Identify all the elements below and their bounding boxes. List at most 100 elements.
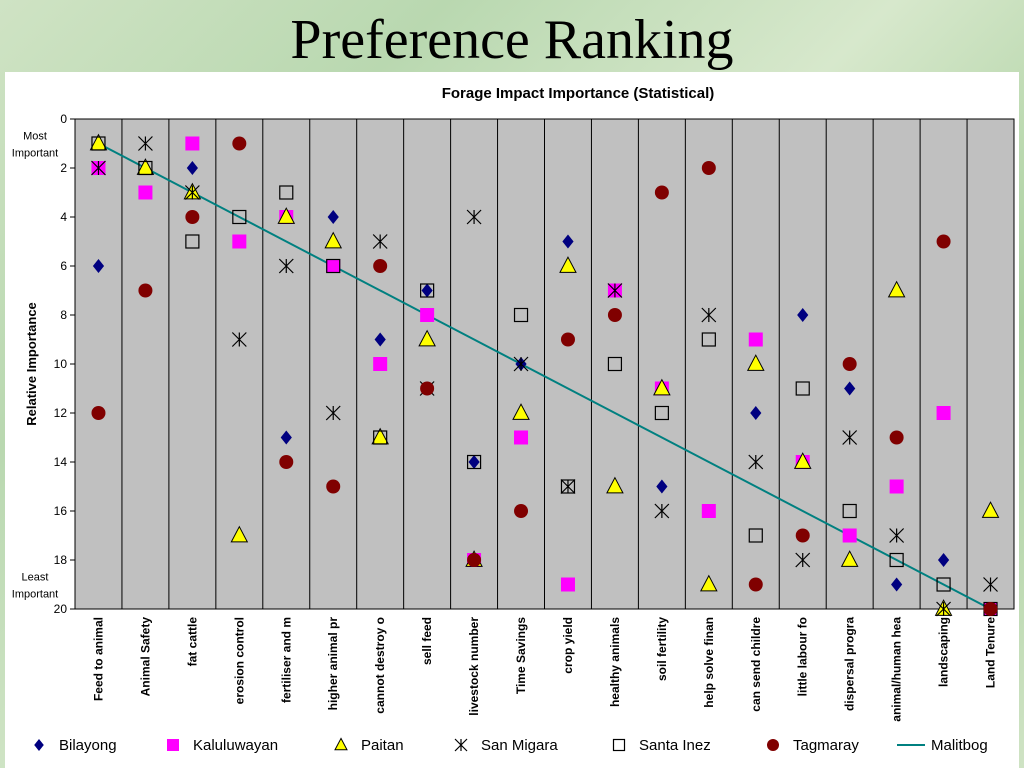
point-paitan bbox=[981, 501, 1000, 518]
point-tagmaray bbox=[983, 602, 998, 616]
point-san-migara bbox=[701, 307, 717, 323]
point-tagmaray bbox=[91, 406, 106, 420]
x-tick-label: Animal Safety bbox=[138, 617, 152, 697]
x-tick-label: landscaping bbox=[937, 617, 951, 687]
x-tick-label: dispersal progra bbox=[843, 617, 857, 711]
point-tagmaray bbox=[795, 528, 810, 543]
point-paitan bbox=[606, 476, 624, 494]
point-san-migara bbox=[748, 454, 764, 470]
legend-marker-tagmaray bbox=[767, 739, 779, 751]
point-san-migara bbox=[607, 283, 623, 298]
legend-marker-kaluluwayan bbox=[167, 739, 179, 751]
y-tick-label: 4 bbox=[60, 210, 67, 224]
x-tick-label: can send childre bbox=[749, 617, 763, 712]
point-bilayong bbox=[891, 577, 903, 592]
legend-marker-paitan bbox=[334, 737, 348, 751]
legend-label-malitbog: Malitbog bbox=[931, 737, 988, 754]
point-bilayong bbox=[421, 283, 433, 298]
x-tick-label: cannot destroy o bbox=[373, 617, 387, 714]
point-kaluluwayan bbox=[889, 479, 904, 494]
point-kaluluwayan bbox=[514, 430, 529, 445]
y-tick-label: 16 bbox=[54, 504, 68, 518]
point-bilayong bbox=[937, 553, 950, 567]
y-tick-label: 8 bbox=[60, 308, 67, 322]
point-santa-inez bbox=[936, 577, 951, 592]
x-tick-label: fat cattle bbox=[185, 617, 199, 667]
plot-area: 0 2 4 6 8 10 12 14 16 18 20 Most Important Least Impor… bbox=[12, 112, 1015, 722]
point-bilayong bbox=[797, 308, 809, 322]
point-santa-inez bbox=[607, 356, 623, 372]
chart-panel: Forage Impact Importance (Statistical) 0… bbox=[5, 72, 1019, 768]
point-tagmaray bbox=[467, 553, 482, 567]
point-kaluluwayan bbox=[232, 234, 247, 249]
point-santa-inez bbox=[466, 454, 482, 470]
point-paitan bbox=[277, 207, 296, 224]
x-tick-label: help solve finan bbox=[702, 617, 716, 708]
point-san-migara bbox=[325, 405, 341, 421]
legend-marker-santa-inez bbox=[612, 738, 626, 752]
point-paitan bbox=[653, 378, 671, 396]
point-san-migara bbox=[654, 503, 670, 519]
point-santa-inez bbox=[185, 234, 200, 249]
y-tick-label: 12 bbox=[54, 406, 68, 420]
y-annotation: Least bbox=[22, 572, 49, 584]
y-tick-label: 20 bbox=[54, 602, 68, 616]
point-tagmaray bbox=[842, 357, 857, 371]
x-tick-label: Land Tenure bbox=[984, 617, 998, 688]
point-tagmaray bbox=[607, 308, 622, 322]
legend-label-paitan: Paitan bbox=[361, 737, 404, 754]
point-santa-inez bbox=[138, 160, 153, 176]
x-tick-label: little labour fo bbox=[796, 617, 810, 696]
legend: Bilayong Kaluluwayan Paitan San Migara Santa… bbox=[34, 737, 988, 754]
x-tick-label: healthy animals bbox=[608, 617, 622, 707]
x-tick-label: sell feed bbox=[420, 617, 434, 665]
x-tick-label: erosion control bbox=[232, 617, 246, 704]
chart-title: Forage Impact Importance (Statistical) bbox=[442, 85, 715, 102]
point-tagmaray bbox=[514, 504, 529, 518]
point-paitan bbox=[418, 329, 436, 347]
chart-svg: Forage Impact Importance (Statistical) 0… bbox=[12, 85, 1015, 754]
point-tagmaray bbox=[936, 234, 951, 249]
legend-marker-san-migara bbox=[454, 738, 468, 752]
point-santa-inez bbox=[701, 332, 716, 347]
y-tick-label: 6 bbox=[60, 259, 67, 273]
legend-label-san-migara: San Migara bbox=[481, 737, 558, 754]
legend-label-tagmaray: Tagmaray bbox=[793, 737, 859, 754]
point-bilayong bbox=[186, 161, 198, 175]
point-kaluluwayan bbox=[326, 259, 341, 273]
point-kaluluwayan bbox=[560, 577, 575, 592]
point-san-migara bbox=[842, 430, 858, 445]
slide-title: Preference Ranking bbox=[290, 9, 734, 71]
legend-label-santa-inez: Santa Inez bbox=[639, 737, 711, 754]
point-san-migara bbox=[372, 234, 388, 249]
x-tick-label: crop yield bbox=[561, 617, 575, 674]
point-paitan bbox=[512, 403, 530, 420]
point-santa-inez bbox=[795, 381, 810, 396]
x-tick-label: Feed to animal bbox=[91, 617, 105, 701]
point-santa-inez bbox=[748, 528, 763, 543]
point-paitan bbox=[840, 550, 859, 567]
point-tagmaray bbox=[560, 332, 575, 347]
point-santa-inez bbox=[560, 479, 576, 494]
point-bilayong bbox=[374, 332, 386, 347]
point-tagmaray bbox=[654, 185, 669, 200]
point-bilayong bbox=[327, 210, 339, 224]
legend-label-bilayong: Bilayong bbox=[59, 737, 117, 754]
point-tagmaray bbox=[373, 259, 388, 273]
legend-label-kaluluwayan: Kaluluwayan bbox=[193, 737, 278, 754]
point-paitan bbox=[230, 525, 249, 543]
point-san-migara bbox=[138, 136, 153, 151]
point-san-migara bbox=[278, 258, 294, 274]
point-kaluluwayan bbox=[701, 504, 716, 518]
point-san-migara bbox=[513, 356, 529, 372]
x-tick-label: livestock number bbox=[467, 617, 481, 716]
point-bilayong bbox=[844, 381, 856, 396]
point-santa-inez bbox=[279, 185, 294, 200]
y-annotation: Important bbox=[12, 589, 58, 601]
point-kaluluwayan bbox=[373, 357, 388, 371]
point-bilayong bbox=[656, 479, 668, 494]
point-paitan bbox=[887, 280, 906, 298]
legend-marker-bilayong bbox=[34, 739, 44, 751]
point-san-migara bbox=[466, 209, 482, 225]
y-tick-label: 18 bbox=[54, 553, 68, 567]
